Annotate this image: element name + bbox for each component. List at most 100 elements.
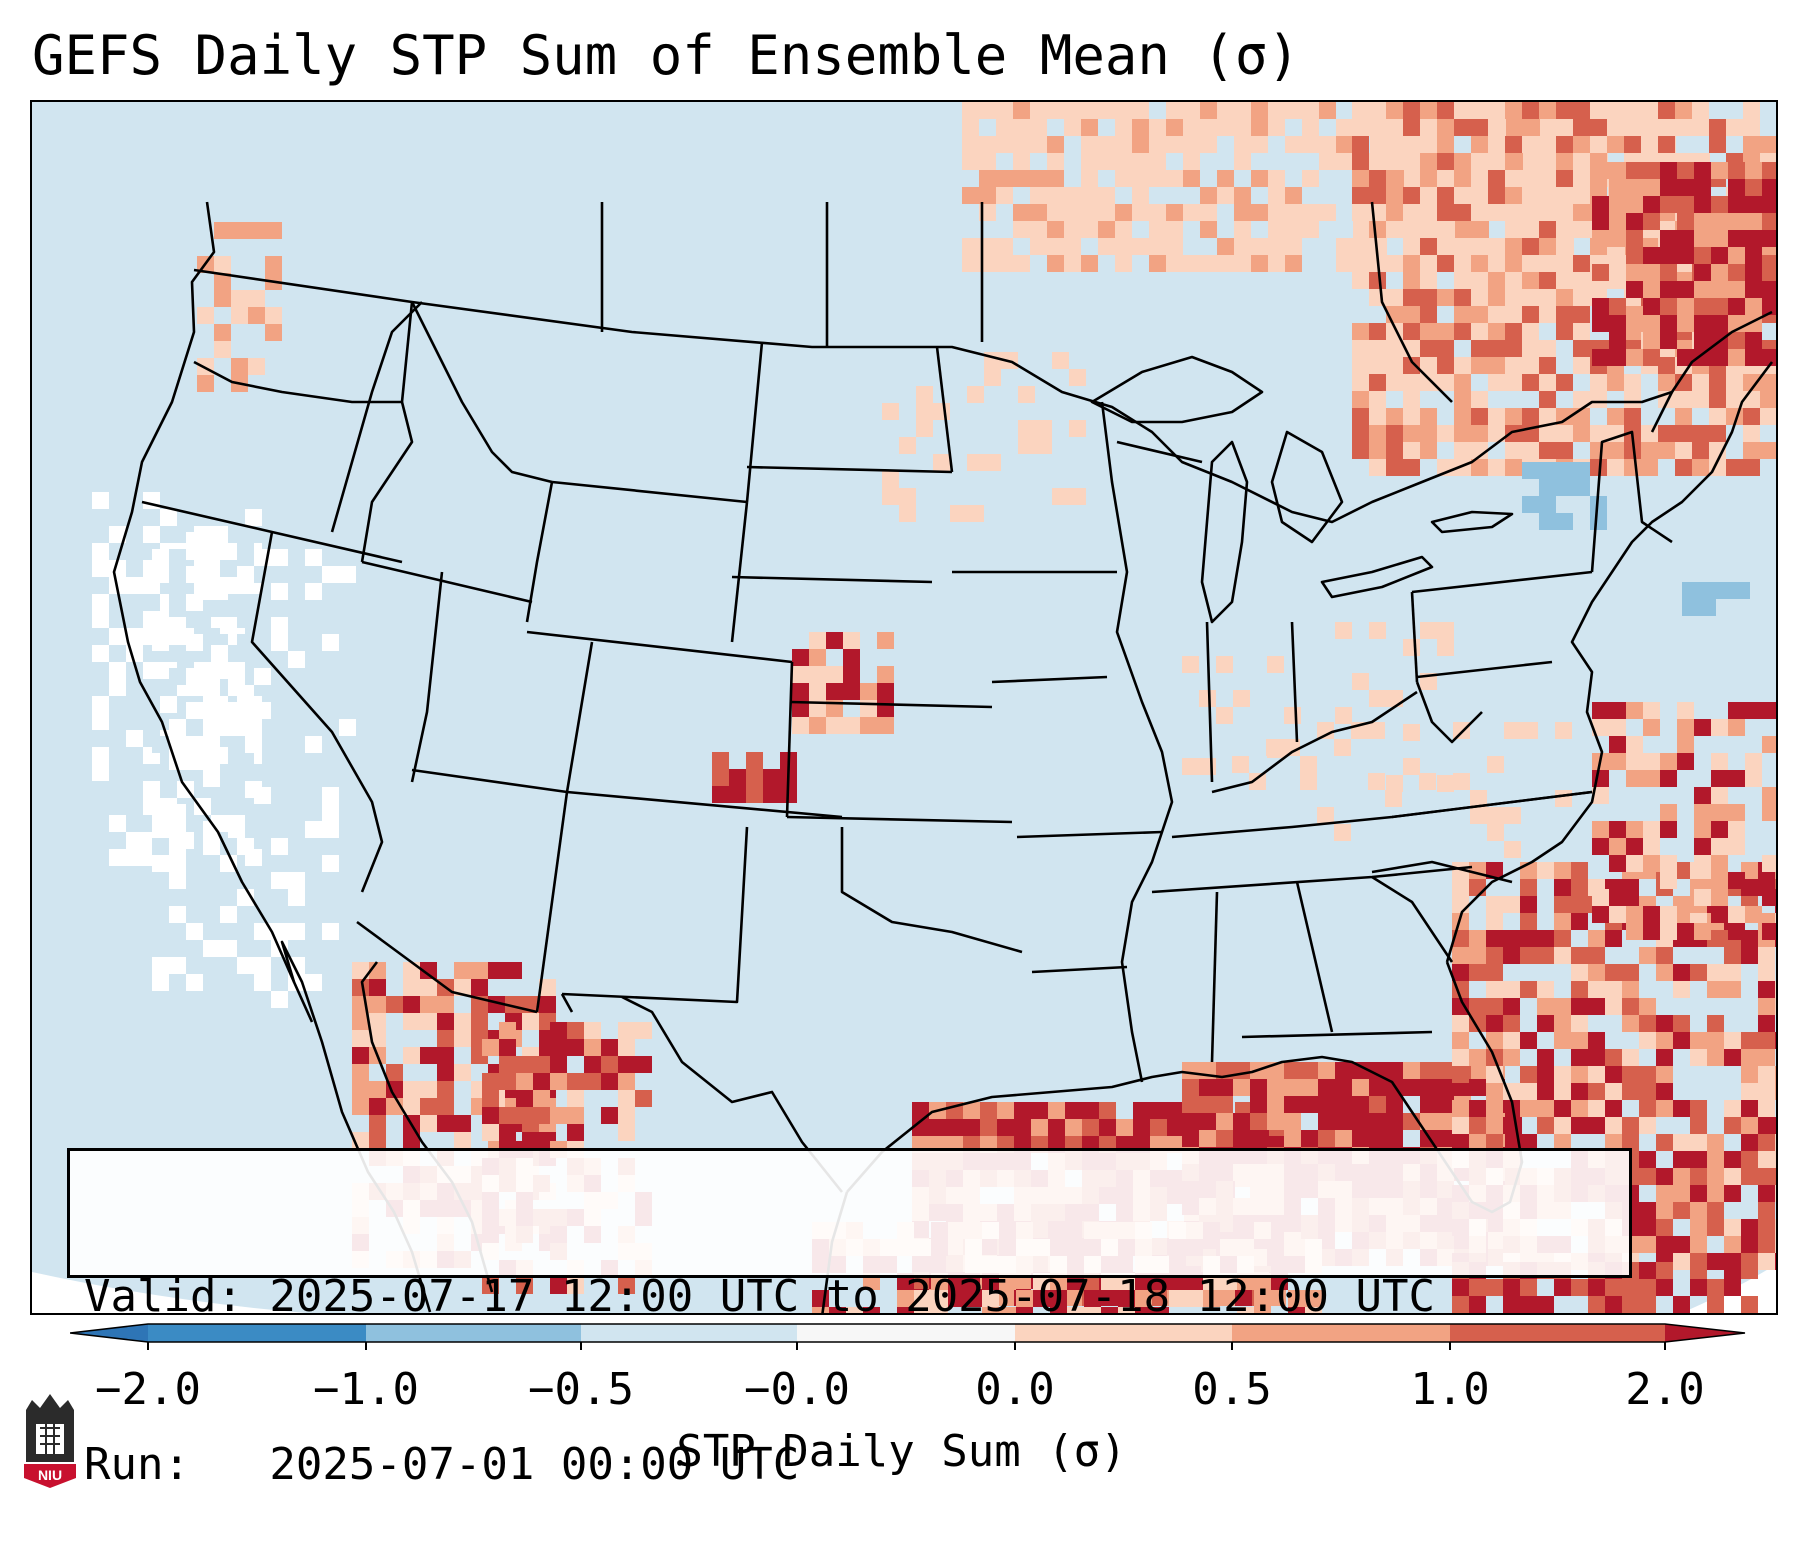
anomaly-cell [712, 786, 729, 803]
anomaly-cell [271, 804, 288, 821]
anomaly-cell [126, 577, 143, 594]
anomaly-cell [1368, 722, 1385, 739]
anomaly-cell [1694, 804, 1711, 821]
anomaly-cell [1522, 340, 1539, 357]
anomaly-cell [1677, 298, 1694, 315]
anomaly-cell [1471, 425, 1488, 442]
anomaly-cell [1285, 238, 1302, 255]
anomaly-cell [1133, 1119, 1150, 1136]
anomaly-cell [567, 1090, 584, 1107]
anomaly-cell [1437, 255, 1454, 272]
anomaly-cell [1643, 213, 1660, 230]
anomaly-cell [516, 1056, 533, 1073]
anomaly-cell [1301, 1079, 1318, 1096]
anomaly-cell [1488, 136, 1505, 153]
anomaly-cell [1690, 1262, 1707, 1279]
anomaly-cell [1571, 998, 1588, 1015]
anomaly-cell [1454, 1079, 1471, 1096]
anomaly-cell [237, 753, 254, 770]
anomaly-cell [339, 872, 356, 889]
anomaly-cell [1673, 981, 1690, 998]
anomaly-cell [1592, 787, 1609, 804]
anomaly-cell [92, 526, 109, 543]
anomaly-cell [1760, 374, 1776, 391]
anomaly-cell [1709, 408, 1726, 425]
anomaly-cell [1317, 807, 1334, 824]
anomaly-cell [567, 1073, 584, 1090]
border-wa-id [400, 301, 414, 403]
anomaly-cell [92, 492, 109, 509]
anomaly-cell [339, 719, 356, 736]
anomaly-cell [1115, 153, 1132, 170]
anomaly-cell [1673, 1296, 1690, 1313]
anomaly-cell [1537, 1100, 1554, 1117]
anomaly-cell [1607, 408, 1624, 425]
anomaly-cell [1234, 119, 1251, 136]
anomaly-cell [1031, 1102, 1048, 1119]
border-nd-sd [746, 465, 953, 474]
anomaly-cell [1643, 770, 1660, 787]
anomaly-cell [1745, 247, 1762, 264]
anomaly-cell [1437, 238, 1454, 255]
anomaly-cell [1726, 459, 1743, 476]
anomaly-cell [1626, 247, 1643, 264]
anomaly-cell [1605, 1083, 1622, 1100]
anomaly-cell [1503, 1032, 1520, 1049]
anomaly-cell [1656, 1049, 1673, 1066]
anomaly-cell [1694, 179, 1711, 196]
anomaly-cell [1403, 136, 1420, 153]
anomaly-cell [169, 838, 186, 855]
anomaly-cell [471, 979, 488, 996]
anomaly-cell [482, 1090, 499, 1107]
anomaly-cell [1233, 1062, 1250, 1079]
anomaly-cell [1758, 1202, 1775, 1219]
anomaly-cell [1643, 753, 1660, 770]
anomaly-cell [152, 855, 169, 872]
anomaly-cell [1556, 102, 1573, 119]
anomaly-cell [186, 668, 203, 685]
anomaly-cell [916, 403, 933, 420]
anomaly-cell [1522, 255, 1539, 272]
anomaly-cell [1758, 1151, 1775, 1168]
anomaly-cell [1167, 1102, 1184, 1119]
anomaly-cell [1745, 702, 1762, 719]
anomaly-cell [254, 668, 271, 685]
anomaly-cell [1745, 196, 1762, 213]
anomaly-cell [1762, 702, 1776, 719]
anomaly-cell [1643, 179, 1660, 196]
anomaly-cell [1711, 247, 1728, 264]
colorbar-bin [1015, 1324, 1232, 1342]
anomaly-cell [1064, 204, 1081, 221]
anomaly-cell [1352, 673, 1369, 690]
anomaly-cell [899, 488, 916, 505]
anomaly-cell [962, 136, 979, 153]
anomaly-cell [712, 769, 729, 786]
anomaly-cell [1369, 170, 1386, 187]
anomaly-cell [1522, 204, 1539, 221]
anomaly-cell [1775, 1134, 1776, 1151]
anomaly-cell [1454, 153, 1471, 170]
anomaly-cell [1488, 272, 1505, 289]
anomaly-cell [1135, 1290, 1152, 1307]
anomaly-cell [1369, 272, 1386, 289]
anomaly-cell [1758, 1185, 1775, 1202]
anomaly-cell [1658, 425, 1675, 442]
anomaly-cell [482, 1039, 499, 1056]
coastline-atlantic [1445, 361, 1774, 963]
anomaly-cell [1369, 690, 1386, 707]
anomaly-cell [1048, 1119, 1065, 1136]
anomaly-cell [420, 979, 437, 996]
anomaly-cell [499, 1022, 516, 1039]
anomaly-cell [288, 702, 305, 719]
anomaly-cell [1660, 298, 1677, 315]
anomaly-cell [1762, 196, 1776, 213]
anomaly-cell [635, 1090, 652, 1107]
anomaly-cell [437, 1081, 454, 1098]
anomaly-cell [1758, 1168, 1775, 1185]
anomaly-cell [237, 719, 254, 736]
anomaly-cell [1471, 357, 1488, 374]
anomaly-cell [618, 1039, 635, 1056]
anomaly-cell [1609, 179, 1626, 196]
anomaly-cell [1251, 119, 1268, 136]
anomaly-cell [1624, 374, 1641, 391]
